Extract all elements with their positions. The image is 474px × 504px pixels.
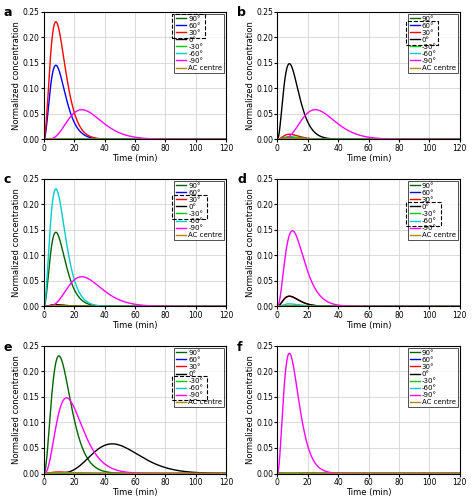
Y-axis label: Normalized concentration: Normalized concentration xyxy=(246,188,255,297)
Y-axis label: Normalized concentration: Normalized concentration xyxy=(12,188,21,297)
X-axis label: Time (min): Time (min) xyxy=(112,488,158,497)
Text: e: e xyxy=(3,341,12,353)
Text: c: c xyxy=(3,173,11,186)
Y-axis label: Normalized concentration: Normalized concentration xyxy=(246,355,255,464)
Y-axis label: Normalized concentration: Normalized concentration xyxy=(12,21,21,130)
X-axis label: Time (min): Time (min) xyxy=(346,154,392,163)
X-axis label: Time (min): Time (min) xyxy=(346,321,392,330)
Y-axis label: Normalized concentration: Normalized concentration xyxy=(12,355,21,464)
Text: f: f xyxy=(237,341,243,353)
Legend: 90°, 60°, 30°, 0°, -30°, -60°, -90°, AC centre: 90°, 60°, 30°, 0°, -30°, -60°, -90°, AC … xyxy=(408,180,458,240)
Text: d: d xyxy=(237,173,246,186)
Text: b: b xyxy=(237,7,246,19)
Legend: 90°, 60°, 30°, 0°, -30°, -60°, -90°, AC centre: 90°, 60°, 30°, 0°, -30°, -60°, -90°, AC … xyxy=(174,14,224,73)
Y-axis label: Normalized concentration: Normalized concentration xyxy=(246,21,255,130)
Legend: 90°, 60°, 30°, 0°, -30°, -60°, -90°, AC centre: 90°, 60°, 30°, 0°, -30°, -60°, -90°, AC … xyxy=(174,348,224,407)
Legend: 90°, 60°, 30°, 0°, -30°, -60°, -90°, AC centre: 90°, 60°, 30°, 0°, -30°, -60°, -90°, AC … xyxy=(408,14,458,73)
X-axis label: Time (min): Time (min) xyxy=(112,154,158,163)
X-axis label: Time (min): Time (min) xyxy=(346,488,392,497)
Text: a: a xyxy=(3,7,12,19)
Legend: 90°, 60°, 30°, 0°, -30°, -60°, -90°, AC centre: 90°, 60°, 30°, 0°, -30°, -60°, -90°, AC … xyxy=(174,180,224,240)
Legend: 90°, 60°, 30°, 0°, -30°, -60°, -90°, AC centre: 90°, 60°, 30°, 0°, -30°, -60°, -90°, AC … xyxy=(408,348,458,407)
X-axis label: Time (min): Time (min) xyxy=(112,321,158,330)
